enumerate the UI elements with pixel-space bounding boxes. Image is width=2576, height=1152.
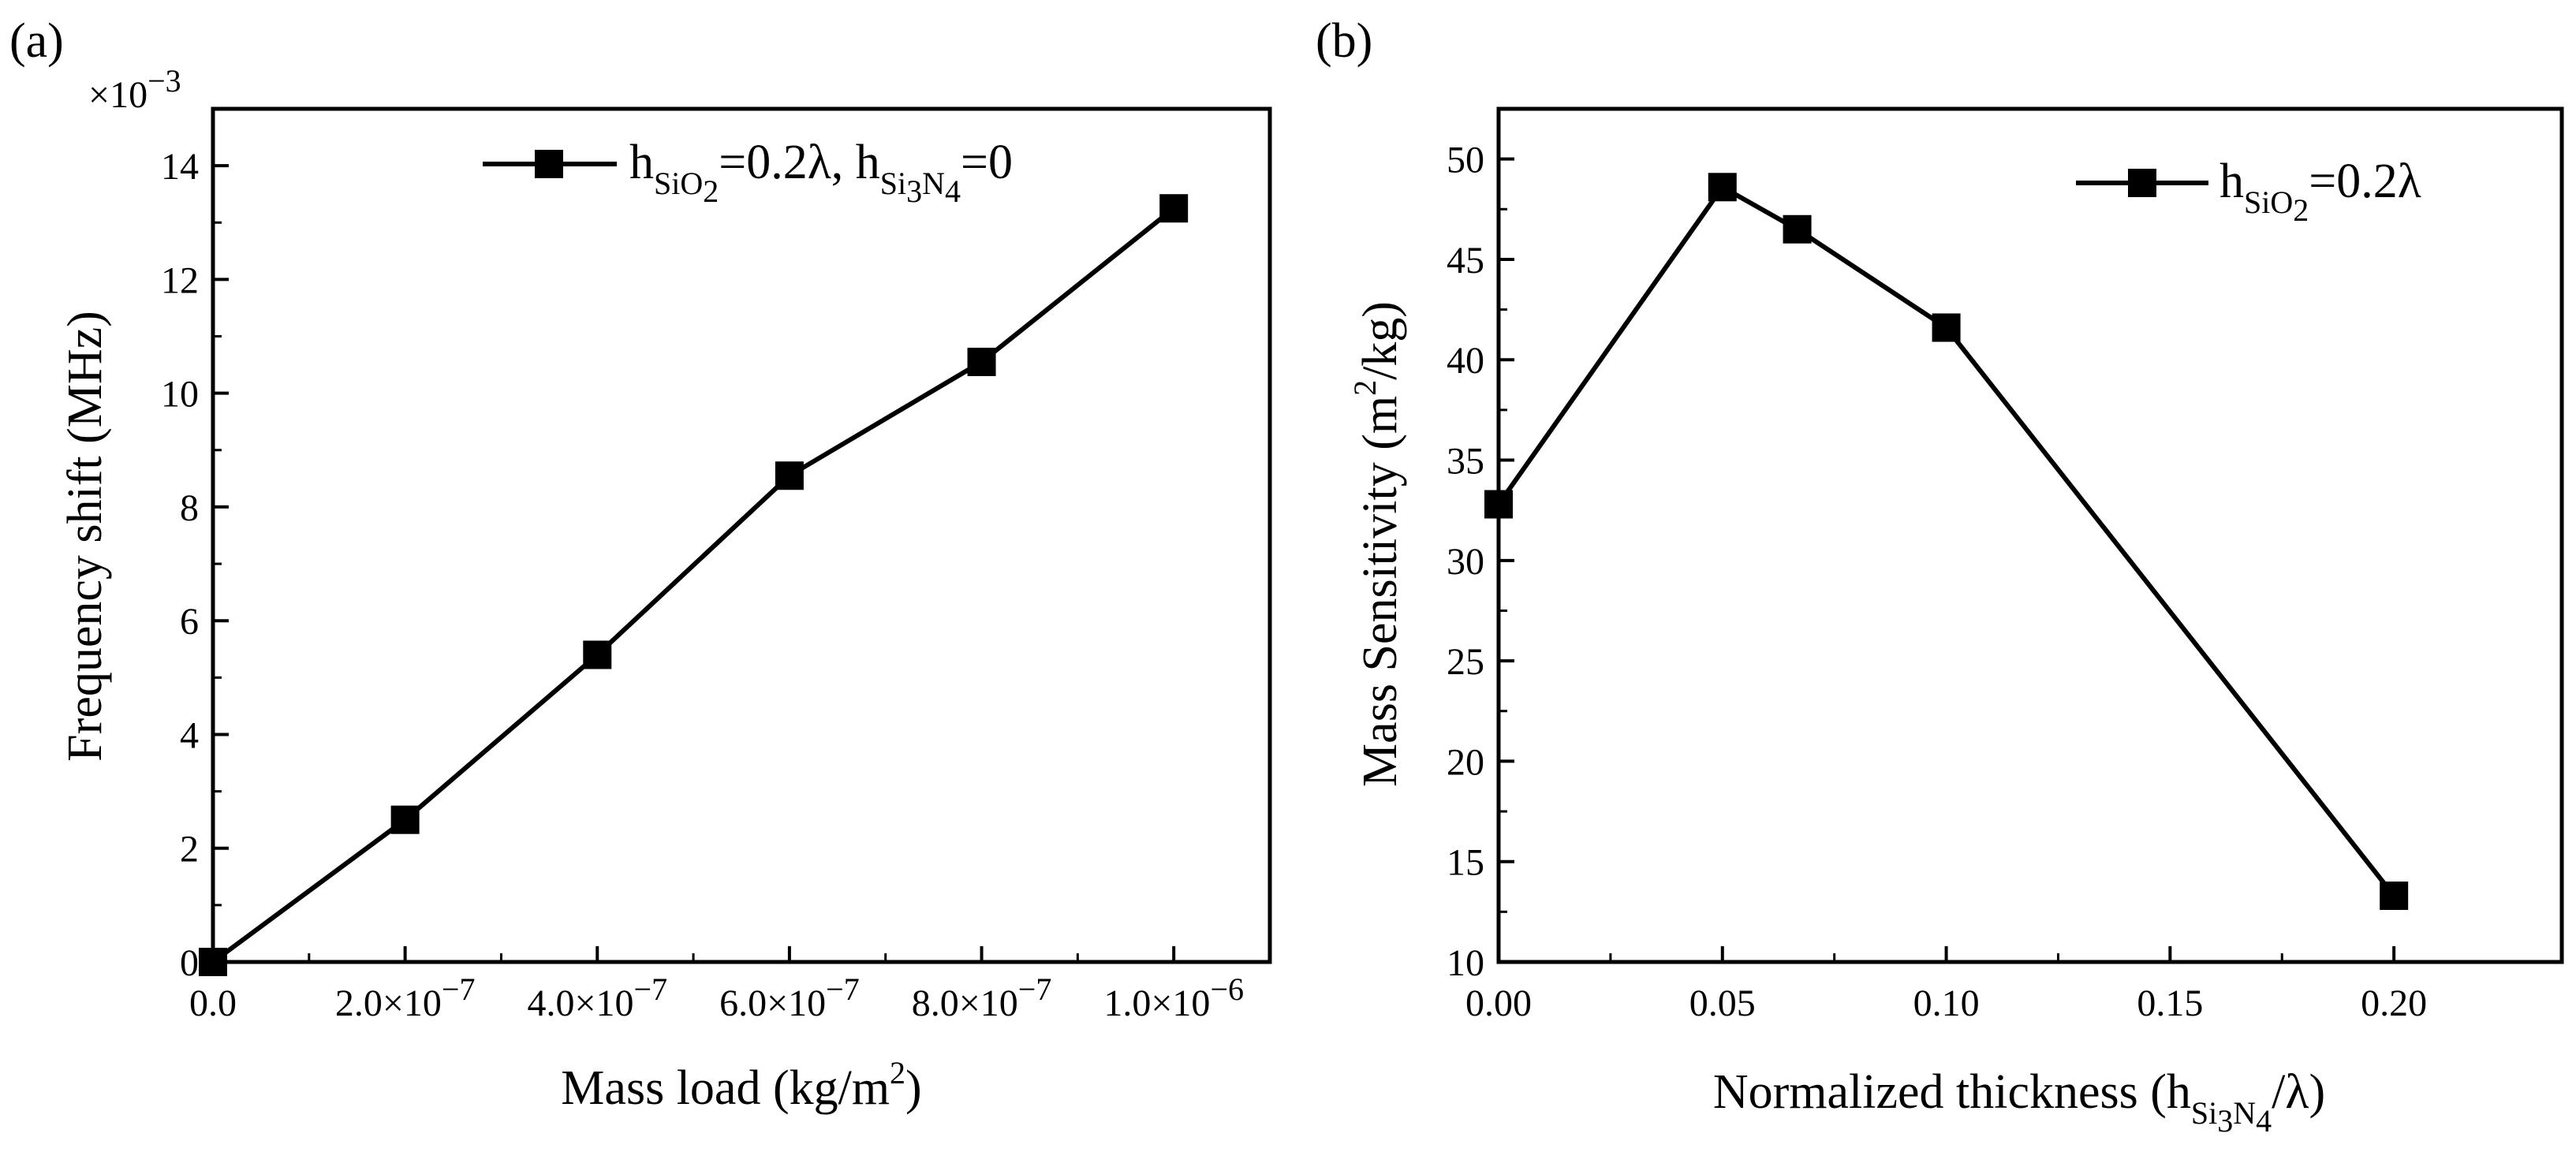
panel-b-series bbox=[1484, 173, 2409, 910]
panel-b-y-tick-label: 10 bbox=[1447, 942, 1484, 984]
panel-a-x-tick-label: 1.0×10−6 bbox=[1103, 971, 1244, 1024]
panel-a-y-tick-label: 0 bbox=[180, 942, 199, 984]
panel-b-ticks: 0.00 0.05 0.10 0.15 0.20 10 15 20 25 30 35 40 45 50 bbox=[1447, 140, 2427, 1024]
panel-b-y-tick-label: 50 bbox=[1447, 140, 1484, 181]
panel-a-y-tick-label: 2 bbox=[180, 829, 199, 871]
panel-b-y-tick-label: 15 bbox=[1447, 842, 1484, 884]
panel-a-label: (a) bbox=[9, 14, 64, 68]
panel-a-data-point bbox=[967, 347, 996, 376]
panel-b-series-line bbox=[1496, 185, 2396, 897]
panel-a-legend-label: hSiO2=0.2λ, hSi3N4=0 bbox=[629, 136, 1013, 209]
panel-a-y-tick-label: 4 bbox=[180, 714, 199, 756]
panel-a-ticks: 0.0 2.0×10−7 4.0×10−7 6.0×10−7 8.0×10−7 1.0×1… bbox=[161, 146, 1244, 1024]
panel-b-legend-marker bbox=[2128, 169, 2156, 197]
panel-b-data-point bbox=[1708, 173, 1737, 202]
panel-b-y-tick-label: 25 bbox=[1447, 641, 1484, 683]
panel-a-data-point bbox=[199, 948, 227, 976]
panel-a-y-tick-label: 6 bbox=[180, 601, 199, 643]
panel-a-plot-frame bbox=[211, 106, 1272, 964]
panel-b-x-tick-label: 0.10 bbox=[1913, 982, 1980, 1024]
panel-a-y-tick-label: 14 bbox=[161, 146, 199, 188]
panel-a-data-point bbox=[1159, 194, 1189, 223]
panel-b-data-point bbox=[1783, 214, 1812, 244]
panel-a-series bbox=[199, 194, 1189, 976]
panel-b-y-axis-title: Mass Sensitivity (m2/kg) bbox=[1347, 301, 1407, 787]
panel-b-plot-frame bbox=[1496, 106, 2564, 964]
panel-a-x-tick-label: 4.0×10−7 bbox=[527, 971, 667, 1024]
panel-a-series-line bbox=[211, 206, 1176, 964]
panel-b-data-point bbox=[1484, 490, 1513, 519]
panel-b-y-tick-label: 20 bbox=[1447, 741, 1484, 783]
panel-b-y-tick-label: 30 bbox=[1447, 541, 1484, 583]
panel-a-x-axis-title: Mass load (kg/m2) bbox=[561, 1055, 921, 1115]
panel-b-legend-label: hSiO2=0.2λ bbox=[2219, 155, 2421, 228]
panel-b-label: (b) bbox=[1316, 14, 1372, 68]
panel-a-y-tick-label: 8 bbox=[180, 487, 199, 529]
panel-a-y-tick-label: 12 bbox=[161, 259, 199, 301]
panel-b: (b) 0.00 0.05 0.10 0.15 0.20 10 15 20 25 30 35 40 45… bbox=[1316, 14, 2564, 1139]
panel-b-y-tick-label: 35 bbox=[1447, 441, 1484, 483]
panel-a-legend: hSiO2=0.2λ, hSi3N4=0 bbox=[483, 136, 1013, 209]
panel-b-x-tick-label: 0.05 bbox=[1689, 982, 1756, 1024]
panel-b-x-tick-label: 0.20 bbox=[2361, 982, 2427, 1024]
panel-a-y-axis-title: Frequency shift (MHz) bbox=[58, 311, 112, 762]
panel-a-data-point bbox=[390, 805, 420, 834]
panel-b-data-point bbox=[2380, 881, 2409, 910]
panel-b-y-tick-label: 40 bbox=[1447, 340, 1484, 382]
panel-a-data-point bbox=[775, 461, 804, 490]
panel-a-x-tick-label: 8.0×10−7 bbox=[912, 971, 1052, 1024]
panel-a-y-tick-label: 10 bbox=[161, 374, 199, 416]
panel-a-legend-marker bbox=[535, 150, 563, 178]
panel-a-y-multiplier: ×10−3 bbox=[88, 63, 181, 116]
panel-a-x-tick-label: 0.0 bbox=[189, 982, 237, 1024]
panel-a: (a) 0.0 2.0×10−7 4.0×10−7 6.0×10−7 8.0×10−7 1… bbox=[9, 14, 1272, 1115]
panel-a-x-tick-label: 2.0×10−7 bbox=[335, 971, 476, 1024]
panel-b-y-tick-label: 45 bbox=[1447, 240, 1484, 281]
panel-b-legend: hSiO2=0.2λ bbox=[2076, 155, 2421, 228]
panel-a-data-point bbox=[583, 640, 612, 669]
panel-a-x-tick-label: 6.0×10−7 bbox=[719, 971, 860, 1024]
panel-b-x-tick-label: 0.15 bbox=[2137, 982, 2203, 1024]
panel-b-data-point bbox=[1932, 313, 1961, 342]
panel-b-x-tick-label: 0.00 bbox=[1465, 982, 1532, 1024]
panel-b-x-axis-title: Normalized thickness (hSi3N4/λ) bbox=[1713, 1065, 2325, 1139]
